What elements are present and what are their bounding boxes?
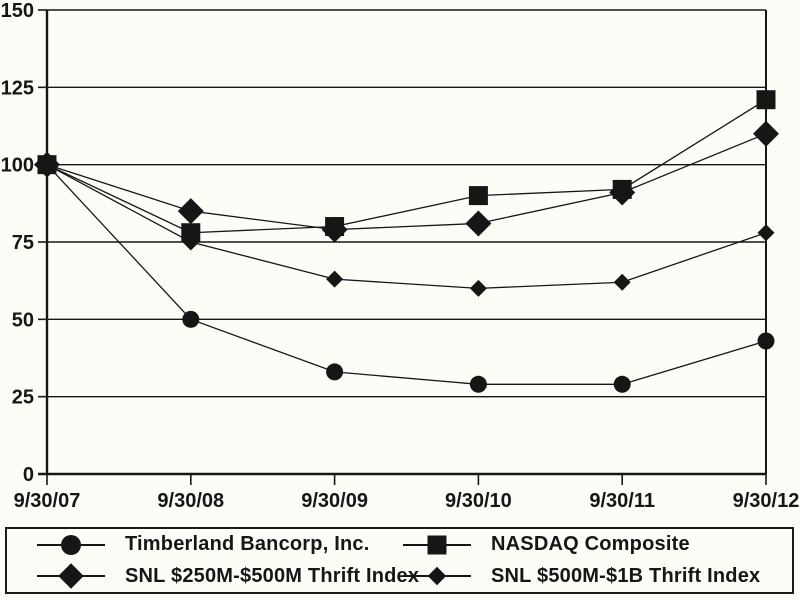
square-marker-icon — [427, 535, 447, 555]
legend-line — [37, 534, 105, 555]
legend-item-snl-500m-1b: SNL $500M-$1B Thrift Index — [395, 561, 792, 593]
svg-text:9/30/12: 9/30/12 — [733, 490, 800, 512]
legend-label: SNL $500M-$1B Thrift Index — [491, 564, 761, 587]
svg-text:150: 150 — [1, 0, 34, 22]
legend-label: Timberland Bancorp, Inc. — [125, 533, 370, 556]
legend-line — [403, 567, 471, 586]
svg-text:50: 50 — [12, 309, 34, 331]
performance-line-chart: 0 25 50 75 100 125 150 9/30/07 9/30/08 9/30/09 9/3… — [1, 0, 800, 512]
svg-text:25: 25 — [12, 387, 34, 409]
svg-text:125: 125 — [1, 77, 34, 99]
legend-item-timberland: Timberland Bancorp, Inc. — [7, 529, 395, 561]
svg-text:100: 100 — [1, 155, 34, 177]
legend-label: SNL $250M-$500M Thrift Index — [125, 564, 420, 587]
svg-text:9/30/10: 9/30/10 — [445, 490, 512, 512]
diamond-large-marker-icon — [58, 563, 84, 589]
svg-text:75: 75 — [12, 232, 34, 254]
svg-text:9/30/11: 9/30/11 — [589, 490, 655, 512]
plot-area: 0 25 50 75 100 125 150 9/30/07 9/30/08 9/30/09 9/3… — [1, 0, 800, 512]
chart-legend: Timberland Bancorp, Inc. NASDAQ Composit… — [5, 527, 794, 594]
legend-item-snl-250m-500m: SNL $250M-$500M Thrift Index — [7, 561, 419, 593]
legend-line — [403, 535, 471, 555]
circle-marker-icon — [61, 534, 81, 555]
svg-text:9/30/09: 9/30/09 — [301, 490, 368, 512]
legend-label: NASDAQ Composite — [491, 533, 690, 556]
legend-line — [37, 563, 105, 589]
svg-text:9/30/08: 9/30/08 — [157, 490, 224, 512]
legend-item-nasdaq: NASDAQ Composite — [395, 529, 792, 561]
diamond-small-marker-icon — [427, 567, 447, 586]
svg-text:0: 0 — [23, 464, 34, 486]
svg-text:9/30/07: 9/30/07 — [14, 490, 81, 512]
